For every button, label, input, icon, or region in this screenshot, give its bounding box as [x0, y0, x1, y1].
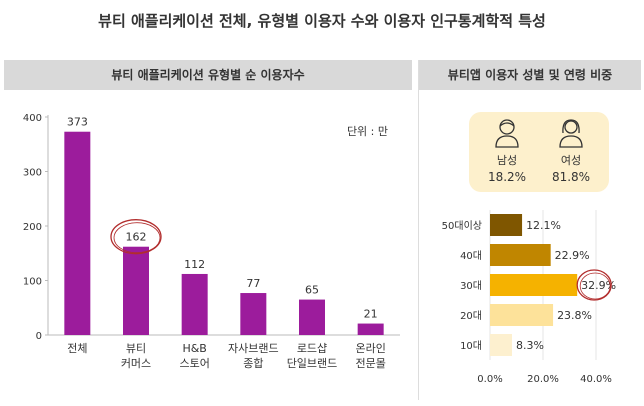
- right-panel: 뷰티앱 이용자 성별 및 연령 비중 남성 18.2% 여성: [418, 60, 641, 400]
- male-person-icon: [477, 118, 537, 148]
- age-category-label: 20대: [460, 310, 482, 322]
- age-category-label: 40대: [460, 250, 482, 262]
- bar-3: [240, 293, 267, 335]
- category-label: 뷰티: [126, 342, 146, 355]
- y-tick-label: 100: [23, 277, 42, 288]
- age-x-tick-label: 0.0%: [477, 374, 502, 385]
- age-bar-1: [490, 244, 551, 266]
- left-panel: 뷰티 애플리케이션 유형별 순 이용자수 단위 : 만 0 100 200 300 40…: [4, 60, 412, 400]
- age-bar-4: [490, 334, 512, 356]
- y-tick-label: 400: [23, 113, 42, 124]
- age-chart: 0.0% 20.0% 40.0% 50대이상 12.1% 40대 22.9% 30대 32.9%…: [442, 210, 616, 385]
- data-label: 77: [246, 277, 260, 290]
- bar-4: [299, 299, 325, 335]
- category-label: 스토어: [179, 357, 209, 370]
- age-data-label: 12.1%: [526, 219, 561, 232]
- bar-0: [64, 131, 91, 335]
- category-label: 전문몰: [355, 357, 385, 370]
- age-bar-2: [490, 274, 578, 296]
- unit-label: 단위 : 만: [346, 125, 388, 138]
- age-highlight-circle-inner: [579, 272, 611, 300]
- data-label: 21: [364, 308, 378, 321]
- male-block: 남성 18.2%: [477, 118, 537, 184]
- age-category-label: 50대이상: [442, 220, 482, 232]
- bar-2: [181, 273, 208, 335]
- category-label: 로드샵: [297, 342, 327, 355]
- category-label: 온라인: [355, 342, 385, 355]
- category-label: H&B: [182, 342, 206, 355]
- age-x-tick-label: 20.0%: [527, 374, 559, 385]
- highlight-circle-inner: [113, 222, 161, 254]
- data-label: 373: [67, 116, 88, 129]
- category-label: 자사브랜드: [228, 342, 279, 355]
- highlight-circle: [110, 219, 162, 255]
- y-tick-label: 0: [36, 331, 42, 342]
- bar-5: [357, 323, 384, 335]
- right-panel-header: 뷰티앱 이용자 성별 및 연령 비중: [419, 60, 641, 90]
- age-data-label: 32.9%: [581, 279, 616, 292]
- age-category-label: 10대: [460, 340, 482, 352]
- age-bar-0: [490, 214, 523, 236]
- female-block: 여성 81.8%: [541, 118, 601, 184]
- age-bar-3: [490, 304, 554, 326]
- gender-card: 남성 18.2% 여성 81.8%: [469, 112, 609, 192]
- category-label: 커머스: [121, 357, 151, 370]
- female-value: 81.8%: [551, 170, 591, 184]
- y-tick-label: 200: [23, 222, 42, 233]
- left-panel-header: 뷰티 애플리케이션 유형별 순 이용자수: [4, 60, 412, 90]
- age-data-label: 23.8%: [557, 309, 592, 322]
- bar-1: [123, 246, 149, 335]
- data-label: 65: [305, 284, 319, 297]
- category-label: 단일브랜드: [287, 356, 338, 370]
- data-label: 112: [184, 258, 205, 271]
- category-label: 종합: [243, 357, 263, 370]
- data-label: 162: [126, 231, 147, 244]
- age-highlight-circle: [576, 269, 612, 301]
- age-data-label: 8.3%: [516, 339, 544, 352]
- age-category-label: 30대: [460, 280, 482, 292]
- category-label: 전체: [67, 342, 87, 355]
- female-label: 여성: [560, 154, 582, 167]
- female-person-icon: [541, 118, 601, 148]
- male-value: 18.2%: [487, 170, 527, 184]
- y-tick-label: 300: [23, 168, 42, 179]
- male-label: 남성: [496, 154, 518, 167]
- age-data-label: 22.9%: [555, 249, 590, 262]
- page-title: 뷰티 애플리케이션 전체, 유형별 이용자 수와 이용자 인구통계학적 특성: [98, 12, 546, 30]
- age-x-tick-label: 40.0%: [580, 374, 612, 385]
